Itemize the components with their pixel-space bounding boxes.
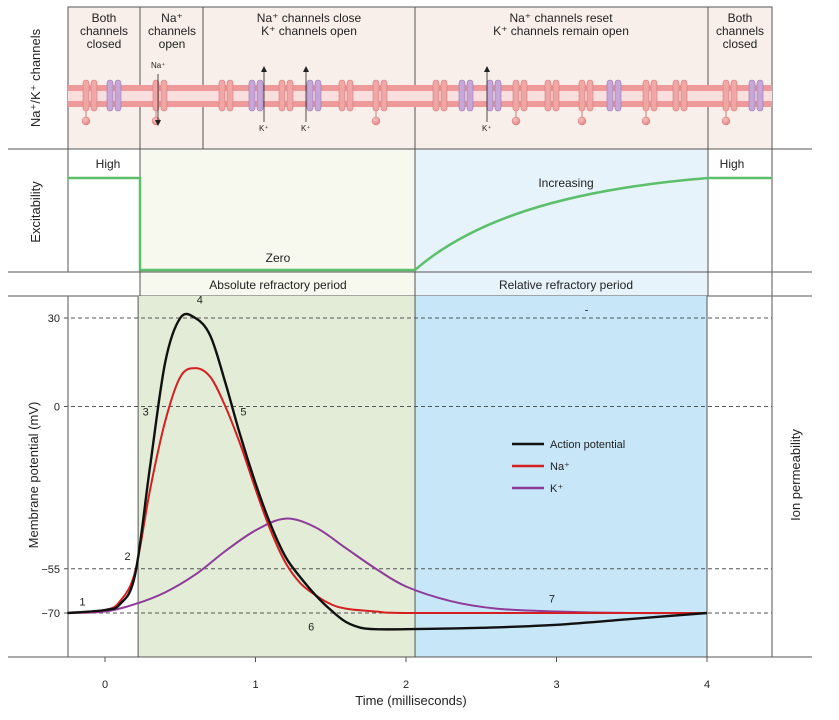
na-channel-protein xyxy=(641,79,658,126)
channels-row-label: Na⁺/K⁺ channels xyxy=(28,28,43,127)
curve-annotation: 1 xyxy=(79,597,85,609)
k-ion-label: K⁺ xyxy=(482,124,492,133)
curve-annotation: 7 xyxy=(549,594,555,606)
ion-arrows: Na⁺ K⁺ K⁺ K⁺ xyxy=(151,61,492,133)
excitability-panel: High Zero Increasing High Absolute refra… xyxy=(8,148,812,297)
k-channel-protein xyxy=(248,79,264,112)
y-tick-label: −70 xyxy=(41,608,60,620)
excitability-high-left: High xyxy=(96,157,121,171)
excitability-curve xyxy=(68,176,772,272)
k-channel-protein xyxy=(106,79,122,112)
na-channel-protein xyxy=(432,79,448,112)
na-channel-protein xyxy=(81,79,98,126)
phase-dividers xyxy=(139,7,709,149)
relative-refractory-label: Relative refractory period xyxy=(499,278,633,292)
k-arrow-2: K⁺ xyxy=(301,66,311,133)
excitability-increasing: Increasing xyxy=(538,176,593,190)
phase-label-line: channels xyxy=(148,24,196,38)
k-arrow-1: K⁺ xyxy=(259,66,269,133)
phase-label-line: open xyxy=(159,37,186,51)
legend-label: Na⁺ xyxy=(550,461,570,473)
x-tick-label: 1 xyxy=(252,679,258,691)
membrane-bilayer xyxy=(68,79,772,126)
k-channel-protein xyxy=(486,79,502,112)
phase-label-line: closed xyxy=(723,37,758,51)
curve-annotation: 4 xyxy=(197,294,203,306)
excitability-row-label: Excitability xyxy=(28,181,43,243)
k-ion-label: K⁺ xyxy=(301,124,311,133)
curve-annotation: - xyxy=(585,305,589,317)
phase-label-line: K⁺ channels open xyxy=(261,24,357,38)
x-tick-label: 4 xyxy=(704,679,710,691)
phase-label-line: Both xyxy=(728,11,753,25)
na-channel-protein xyxy=(338,79,354,112)
y-axis-title: Membrane potential (mV) xyxy=(26,402,41,549)
relative-refractory-region xyxy=(415,296,707,657)
k-ion-label: K⁺ xyxy=(259,124,269,133)
k-channel-protein xyxy=(606,79,622,112)
na-channel-protein xyxy=(544,79,560,112)
absolute-refractory-region xyxy=(138,296,416,657)
na-channel-protein xyxy=(371,79,388,126)
legend: Action potential Na⁺ K⁺ xyxy=(512,439,625,495)
na-channel-protein xyxy=(278,79,294,112)
x-axis-title: Time (milliseconds) xyxy=(355,693,466,708)
na-channel-protein xyxy=(151,79,168,126)
channel-proteins xyxy=(81,79,764,126)
legend-label: K⁺ xyxy=(550,483,563,495)
y-tick-label: 0 xyxy=(54,402,60,414)
excitability-high-right: High xyxy=(720,157,745,171)
excitability-zero: Zero xyxy=(266,251,291,265)
y-tick-label: 30 xyxy=(48,313,60,325)
na-channel-protein xyxy=(721,79,738,126)
na-channel-protein xyxy=(218,79,234,112)
x-tick-label: 0 xyxy=(102,679,108,691)
curve-annotation: 2 xyxy=(125,551,131,563)
phase-label-line: closed xyxy=(87,37,122,51)
absolute-refractory-label: Absolute refractory period xyxy=(209,278,346,292)
k-channel-protein xyxy=(458,79,474,112)
na-channel-protein xyxy=(511,79,528,126)
phase-label-line: channels xyxy=(80,24,128,38)
k-channel-protein xyxy=(306,79,322,112)
x-tick-label: 3 xyxy=(553,679,559,691)
phase-label-line: Both xyxy=(92,11,117,25)
y2-axis-title: Ion permeability xyxy=(788,429,803,521)
legend-label: Action potential xyxy=(550,439,625,451)
membrane-potential-chart: 30 0 −55 −70 0 1 2 3 4 Time (milliseconds) Membran… xyxy=(8,294,812,708)
curve-annotation: 5 xyxy=(240,406,246,418)
curve-annotation: 6 xyxy=(308,622,314,634)
phase-label-line: K⁺ channels remain open xyxy=(493,24,629,38)
na-permeability-line xyxy=(67,367,707,615)
k-channel-protein xyxy=(748,79,764,112)
action-potential-line xyxy=(67,312,708,631)
phase-label-line: Na⁺ xyxy=(161,11,183,25)
x-tick-label: 2 xyxy=(403,679,409,691)
na-channel-protein xyxy=(577,79,594,126)
phase-label-line: Na⁺ channels reset xyxy=(509,11,613,25)
phase-label-line: Na⁺ channels close xyxy=(257,11,362,25)
k-arrow-3: K⁺ xyxy=(482,66,492,133)
k-permeability-line xyxy=(67,517,708,615)
na-ion-label: Na⁺ xyxy=(151,61,165,70)
y-tick-label: −55 xyxy=(41,564,60,576)
curve-annotation: 3 xyxy=(143,406,149,418)
phase-label-line: channels xyxy=(716,24,764,38)
na-channel-protein xyxy=(672,79,688,112)
